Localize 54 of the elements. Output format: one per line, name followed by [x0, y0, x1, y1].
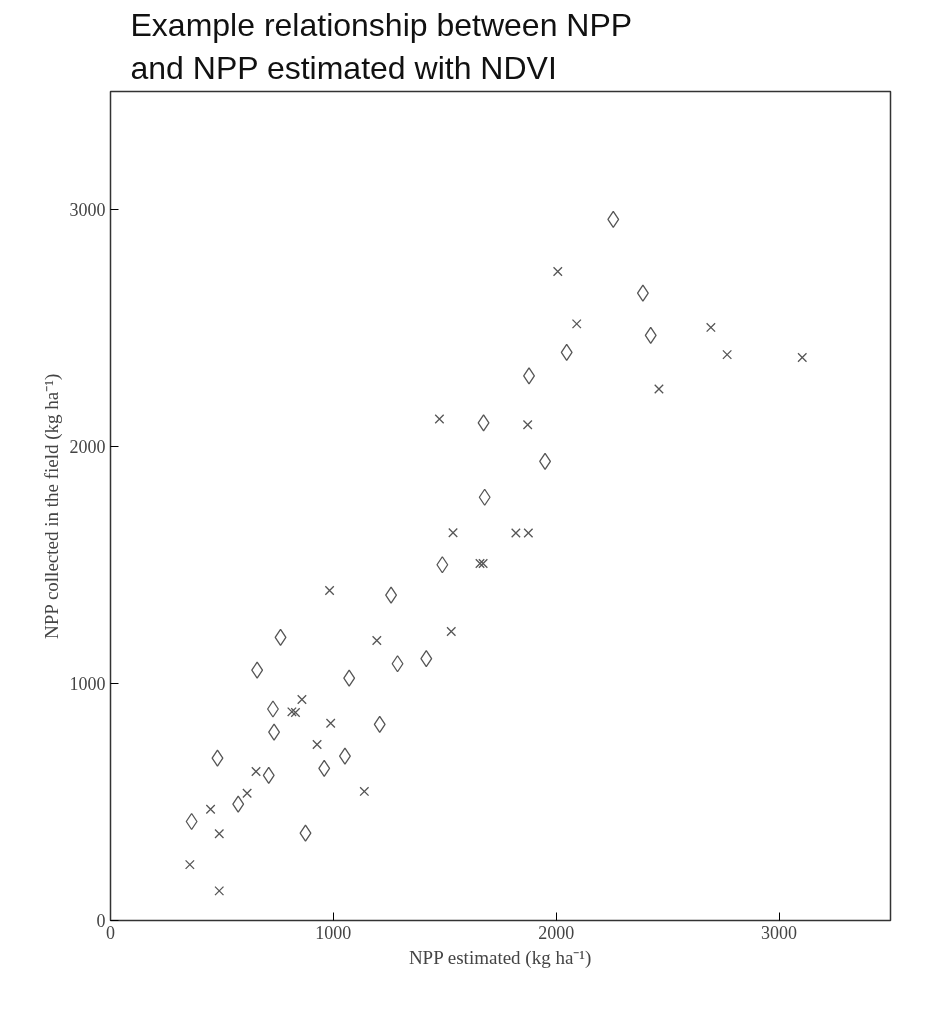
point [523, 367, 536, 385]
y-axis-title: NPP collected in the field (kg ha⁻¹) [40, 373, 63, 640]
point [184, 859, 195, 870]
point [266, 700, 279, 718]
point [436, 556, 449, 574]
chart-title: Example relationship between NPP and NPP estimated with NDVI [130, 7, 633, 87]
point [262, 766, 275, 784]
point [312, 739, 322, 750]
point [297, 694, 307, 705]
point [434, 414, 445, 424]
point [560, 343, 573, 361]
point [251, 661, 264, 679]
y-tick-label: 1000 [69, 674, 106, 695]
point [477, 414, 490, 432]
point [268, 723, 281, 741]
point [571, 318, 582, 329]
point [299, 824, 312, 842]
point [475, 558, 485, 569]
point [552, 266, 563, 277]
point [478, 558, 489, 569]
point [391, 655, 404, 673]
x-tick-label: 3000 [761, 922, 798, 943]
y-tick-label: 3000 [69, 200, 106, 221]
x-tick-label: 2000 [538, 922, 575, 943]
point [251, 766, 261, 777]
point [290, 707, 301, 718]
y-tick-label: 2000 [69, 437, 106, 458]
point [446, 626, 457, 637]
point [287, 706, 297, 717]
point [359, 786, 370, 797]
point [338, 747, 351, 765]
point [214, 828, 225, 839]
x-tick-label: 1000 [315, 922, 352, 943]
x-axis-title: NPP estimated (kg ha⁻¹) [408, 946, 592, 969]
point [343, 669, 356, 687]
point [232, 795, 245, 813]
point [478, 488, 491, 506]
point [522, 419, 533, 430]
point [325, 718, 336, 729]
point [523, 528, 534, 538]
point [705, 322, 716, 333]
point [654, 384, 664, 394]
point [371, 635, 382, 646]
point [324, 585, 335, 596]
point [385, 586, 398, 604]
point [636, 284, 649, 302]
point [448, 527, 458, 538]
point [797, 352, 808, 363]
point [205, 804, 216, 815]
point [722, 349, 733, 360]
point [242, 788, 252, 799]
point [214, 886, 225, 896]
point [510, 528, 521, 538]
point [211, 749, 224, 767]
